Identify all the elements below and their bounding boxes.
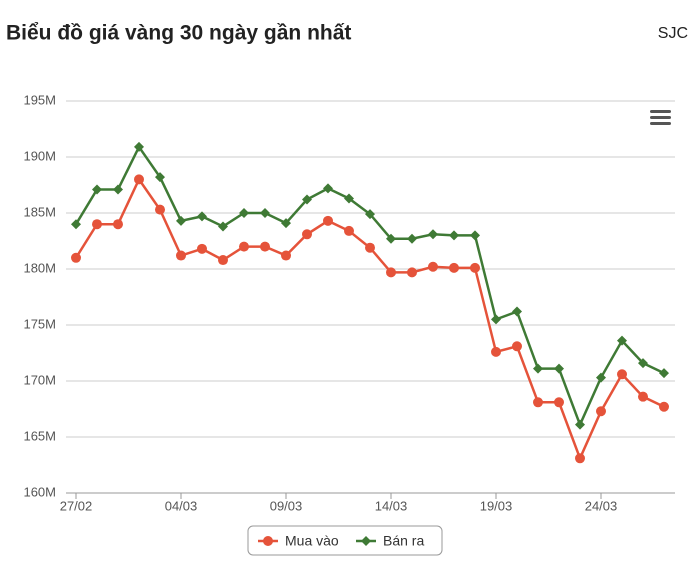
- point: [71, 219, 81, 230]
- legend-box: [247, 525, 443, 556]
- point: [239, 208, 249, 218]
- y-tick-label: 165M: [23, 428, 56, 443]
- point: [281, 250, 291, 261]
- point: [260, 241, 270, 252]
- y-tick-label: 195M: [23, 92, 56, 107]
- point: [596, 406, 606, 417]
- point: [512, 306, 522, 317]
- point: [659, 401, 669, 412]
- point: [449, 262, 459, 273]
- legend-label: Mua vào: [285, 533, 339, 549]
- legend-item[interactable]: Bán ra: [356, 533, 424, 549]
- menu-bar: [650, 110, 671, 113]
- y-tick-label: 190M: [23, 148, 56, 163]
- point: [92, 184, 102, 195]
- point: [386, 233, 396, 244]
- menu-bar: [650, 122, 671, 125]
- x-tick-label: 14/03: [375, 498, 408, 513]
- x-tick-label: 24/03: [585, 498, 618, 513]
- point: [155, 204, 165, 215]
- point: [113, 219, 123, 230]
- x-tick-label: 04/03: [165, 498, 198, 513]
- menu-bar: [650, 116, 671, 119]
- point: [407, 267, 417, 278]
- point: [323, 215, 333, 226]
- point: [617, 335, 627, 346]
- y-tick-label: 185M: [23, 204, 56, 219]
- point: [533, 397, 543, 408]
- y-tick-label: 175M: [23, 316, 56, 331]
- point: [302, 194, 312, 205]
- point: [428, 261, 438, 272]
- point: [92, 219, 102, 230]
- point: [113, 184, 123, 195]
- series: [71, 141, 669, 430]
- point: [554, 363, 564, 374]
- point: [71, 252, 81, 263]
- point: [218, 221, 228, 232]
- point: [263, 536, 273, 546]
- point: [361, 536, 371, 546]
- point: [470, 262, 480, 273]
- point: [617, 369, 627, 380]
- menu-button[interactable]: [648, 108, 672, 128]
- x-tick-label: 19/03: [480, 498, 513, 513]
- chart-title: Biểu đồ giá vàng 30 ngày gần nhất: [6, 22, 351, 45]
- point: [260, 208, 270, 218]
- series-line: [74, 144, 665, 428]
- series: [71, 174, 669, 464]
- point: [512, 341, 522, 352]
- point: [365, 209, 375, 220]
- point: [575, 419, 585, 430]
- point: [407, 233, 417, 244]
- point: [449, 230, 459, 241]
- point: [491, 346, 501, 357]
- point: [344, 193, 354, 204]
- point: [197, 243, 207, 254]
- point: [596, 372, 606, 383]
- point: [491, 314, 501, 325]
- x-tick-label: 09/03: [270, 498, 303, 513]
- point: [344, 225, 354, 236]
- point: [134, 174, 144, 185]
- point: [218, 255, 228, 266]
- y-tick-label: 170M: [23, 372, 56, 387]
- point: [386, 267, 396, 278]
- y-tick-label: 160M: [23, 484, 56, 499]
- legend-label: Bán ra: [383, 533, 424, 549]
- y-tick-label: 180M: [23, 260, 56, 275]
- point: [176, 215, 186, 226]
- point: [659, 368, 669, 379]
- point: [554, 397, 564, 408]
- point: [281, 218, 291, 229]
- x-tick-label: 27/02: [60, 498, 93, 513]
- point: [239, 241, 249, 252]
- legend-item[interactable]: Mua vào: [258, 533, 339, 549]
- point: [533, 363, 543, 374]
- point: [176, 250, 186, 261]
- point: [470, 230, 480, 241]
- point: [134, 141, 144, 152]
- chart-subtitle: SJC: [658, 25, 688, 42]
- point: [302, 229, 312, 240]
- point: [323, 183, 333, 194]
- point: [197, 211, 207, 222]
- point: [428, 229, 438, 240]
- point: [155, 172, 165, 183]
- point: [365, 242, 375, 253]
- point: [638, 358, 648, 369]
- point: [638, 391, 648, 402]
- point: [575, 453, 585, 464]
